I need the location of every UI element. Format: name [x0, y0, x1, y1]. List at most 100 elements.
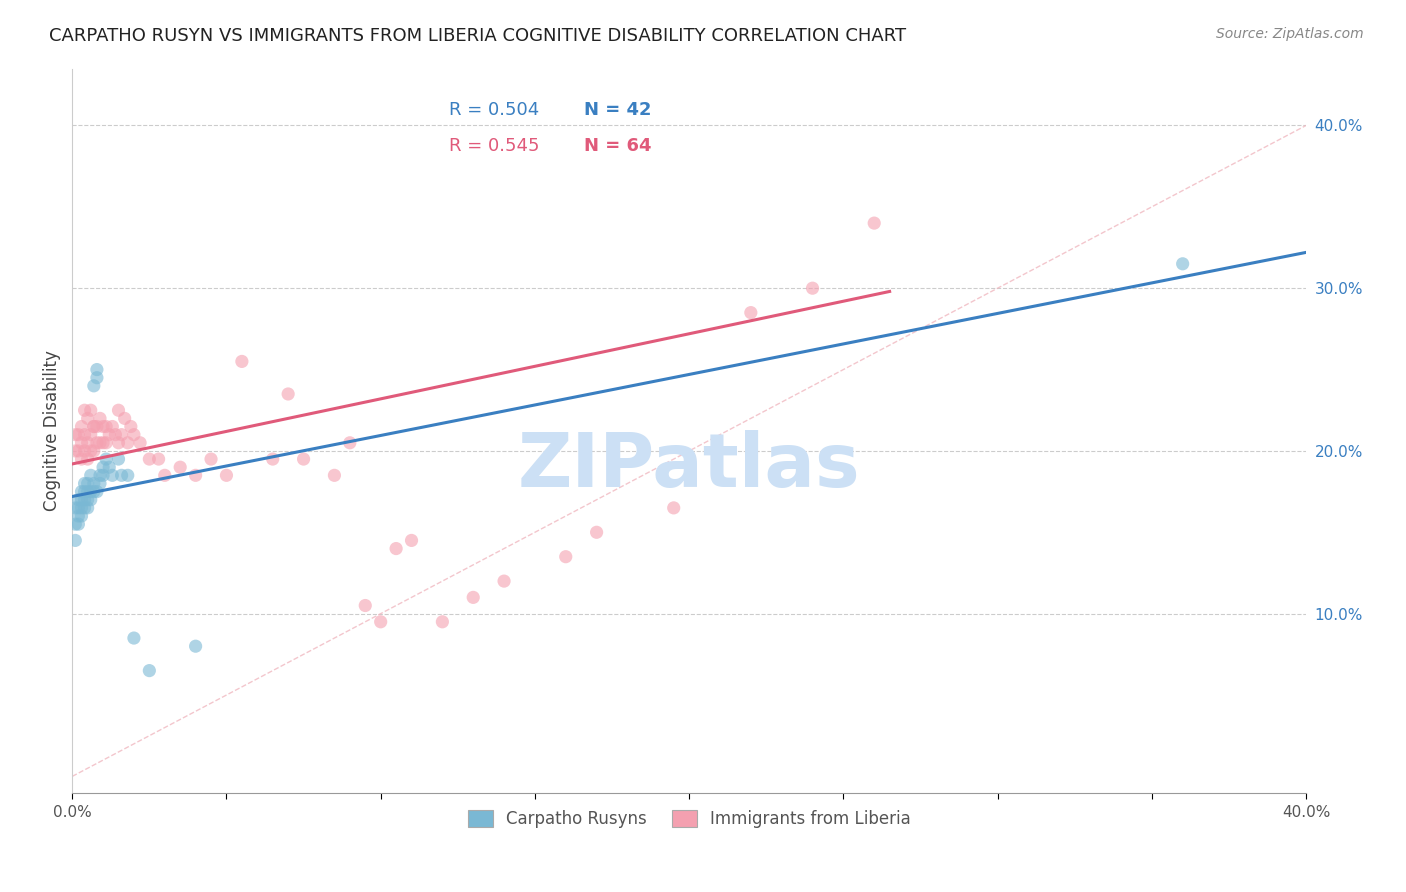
Point [73, 484, 96, 499]
Point [122, 631, 145, 645]
Point [401, 533, 423, 548]
Point [96, 435, 118, 450]
Point [83, 379, 105, 393]
Point [65, 517, 87, 532]
Point [89, 435, 111, 450]
Point [83, 484, 105, 499]
Point [231, 354, 253, 368]
Point [138, 664, 160, 678]
Point [554, 549, 576, 564]
Point [76, 476, 98, 491]
Point [91, 468, 114, 483]
Point [86, 484, 108, 499]
Point [67, 508, 90, 523]
Point [98, 460, 121, 475]
Text: N = 42: N = 42 [585, 101, 652, 120]
Point [76, 452, 98, 467]
Point [323, 468, 346, 483]
Point [101, 468, 124, 483]
Text: N = 64: N = 64 [585, 137, 652, 155]
Text: CARPATHO RUSYN VS IMMIGRANTS FROM LIBERIA COGNITIVE DISABILITY CORRELATION CHART: CARPATHO RUSYN VS IMMIGRANTS FROM LIBERI… [49, 27, 907, 45]
Text: ZIPatlas: ZIPatlas [517, 430, 860, 503]
Text: R = 0.545: R = 0.545 [449, 137, 538, 155]
Point [117, 435, 139, 450]
Point [104, 427, 127, 442]
Point [65, 444, 87, 458]
Point [91, 460, 114, 475]
Y-axis label: Cognitive Disability: Cognitive Disability [44, 351, 60, 511]
Point [83, 444, 105, 458]
Point [91, 435, 114, 450]
Point [83, 476, 105, 491]
Point [70, 419, 93, 434]
Point [80, 484, 103, 499]
Point [110, 468, 132, 483]
Point [89, 411, 111, 425]
Point [83, 419, 105, 434]
Point [76, 492, 98, 507]
Point [1171, 257, 1194, 271]
Point [86, 370, 108, 384]
Point [73, 403, 96, 417]
Point [120, 419, 142, 434]
Point [101, 419, 124, 434]
Point [354, 599, 377, 613]
Point [67, 492, 90, 507]
Point [76, 484, 98, 499]
Point [89, 468, 111, 483]
Point [110, 427, 132, 442]
Point [215, 468, 238, 483]
Point [89, 476, 111, 491]
Point [129, 435, 152, 450]
Point [67, 517, 90, 532]
Point [70, 435, 93, 450]
Text: Source: ZipAtlas.com: Source: ZipAtlas.com [1216, 27, 1364, 41]
Point [73, 492, 96, 507]
Point [70, 492, 93, 507]
Point [138, 452, 160, 467]
Point [73, 427, 96, 442]
Point [117, 468, 139, 483]
Point [339, 435, 361, 450]
Point [494, 574, 516, 588]
Point [585, 525, 607, 540]
Point [80, 403, 103, 417]
Point [73, 500, 96, 515]
Point [73, 476, 96, 491]
Point [76, 435, 98, 450]
Point [122, 427, 145, 442]
Point [463, 591, 485, 605]
Point [153, 468, 176, 483]
Point [96, 419, 118, 434]
Point [262, 452, 284, 467]
Point [73, 444, 96, 458]
Point [370, 615, 392, 629]
Point [184, 639, 207, 653]
Point [169, 460, 191, 475]
Point [67, 427, 90, 442]
Point [148, 452, 170, 467]
Point [662, 500, 685, 515]
Point [91, 419, 114, 434]
Point [70, 452, 93, 467]
Point [277, 387, 299, 401]
Text: R = 0.504: R = 0.504 [449, 101, 538, 120]
Point [83, 419, 105, 434]
Point [65, 533, 87, 548]
Point [114, 411, 136, 425]
Point [86, 419, 108, 434]
Point [432, 615, 454, 629]
Point [86, 435, 108, 450]
Point [65, 500, 87, 515]
Point [80, 444, 103, 458]
Point [80, 468, 103, 483]
Point [385, 541, 408, 556]
Point [76, 411, 98, 425]
Point [740, 305, 762, 319]
Point [98, 427, 121, 442]
Point [67, 500, 90, 515]
Point [86, 362, 108, 376]
Point [65, 427, 87, 442]
Point [200, 452, 222, 467]
Point [70, 484, 93, 499]
